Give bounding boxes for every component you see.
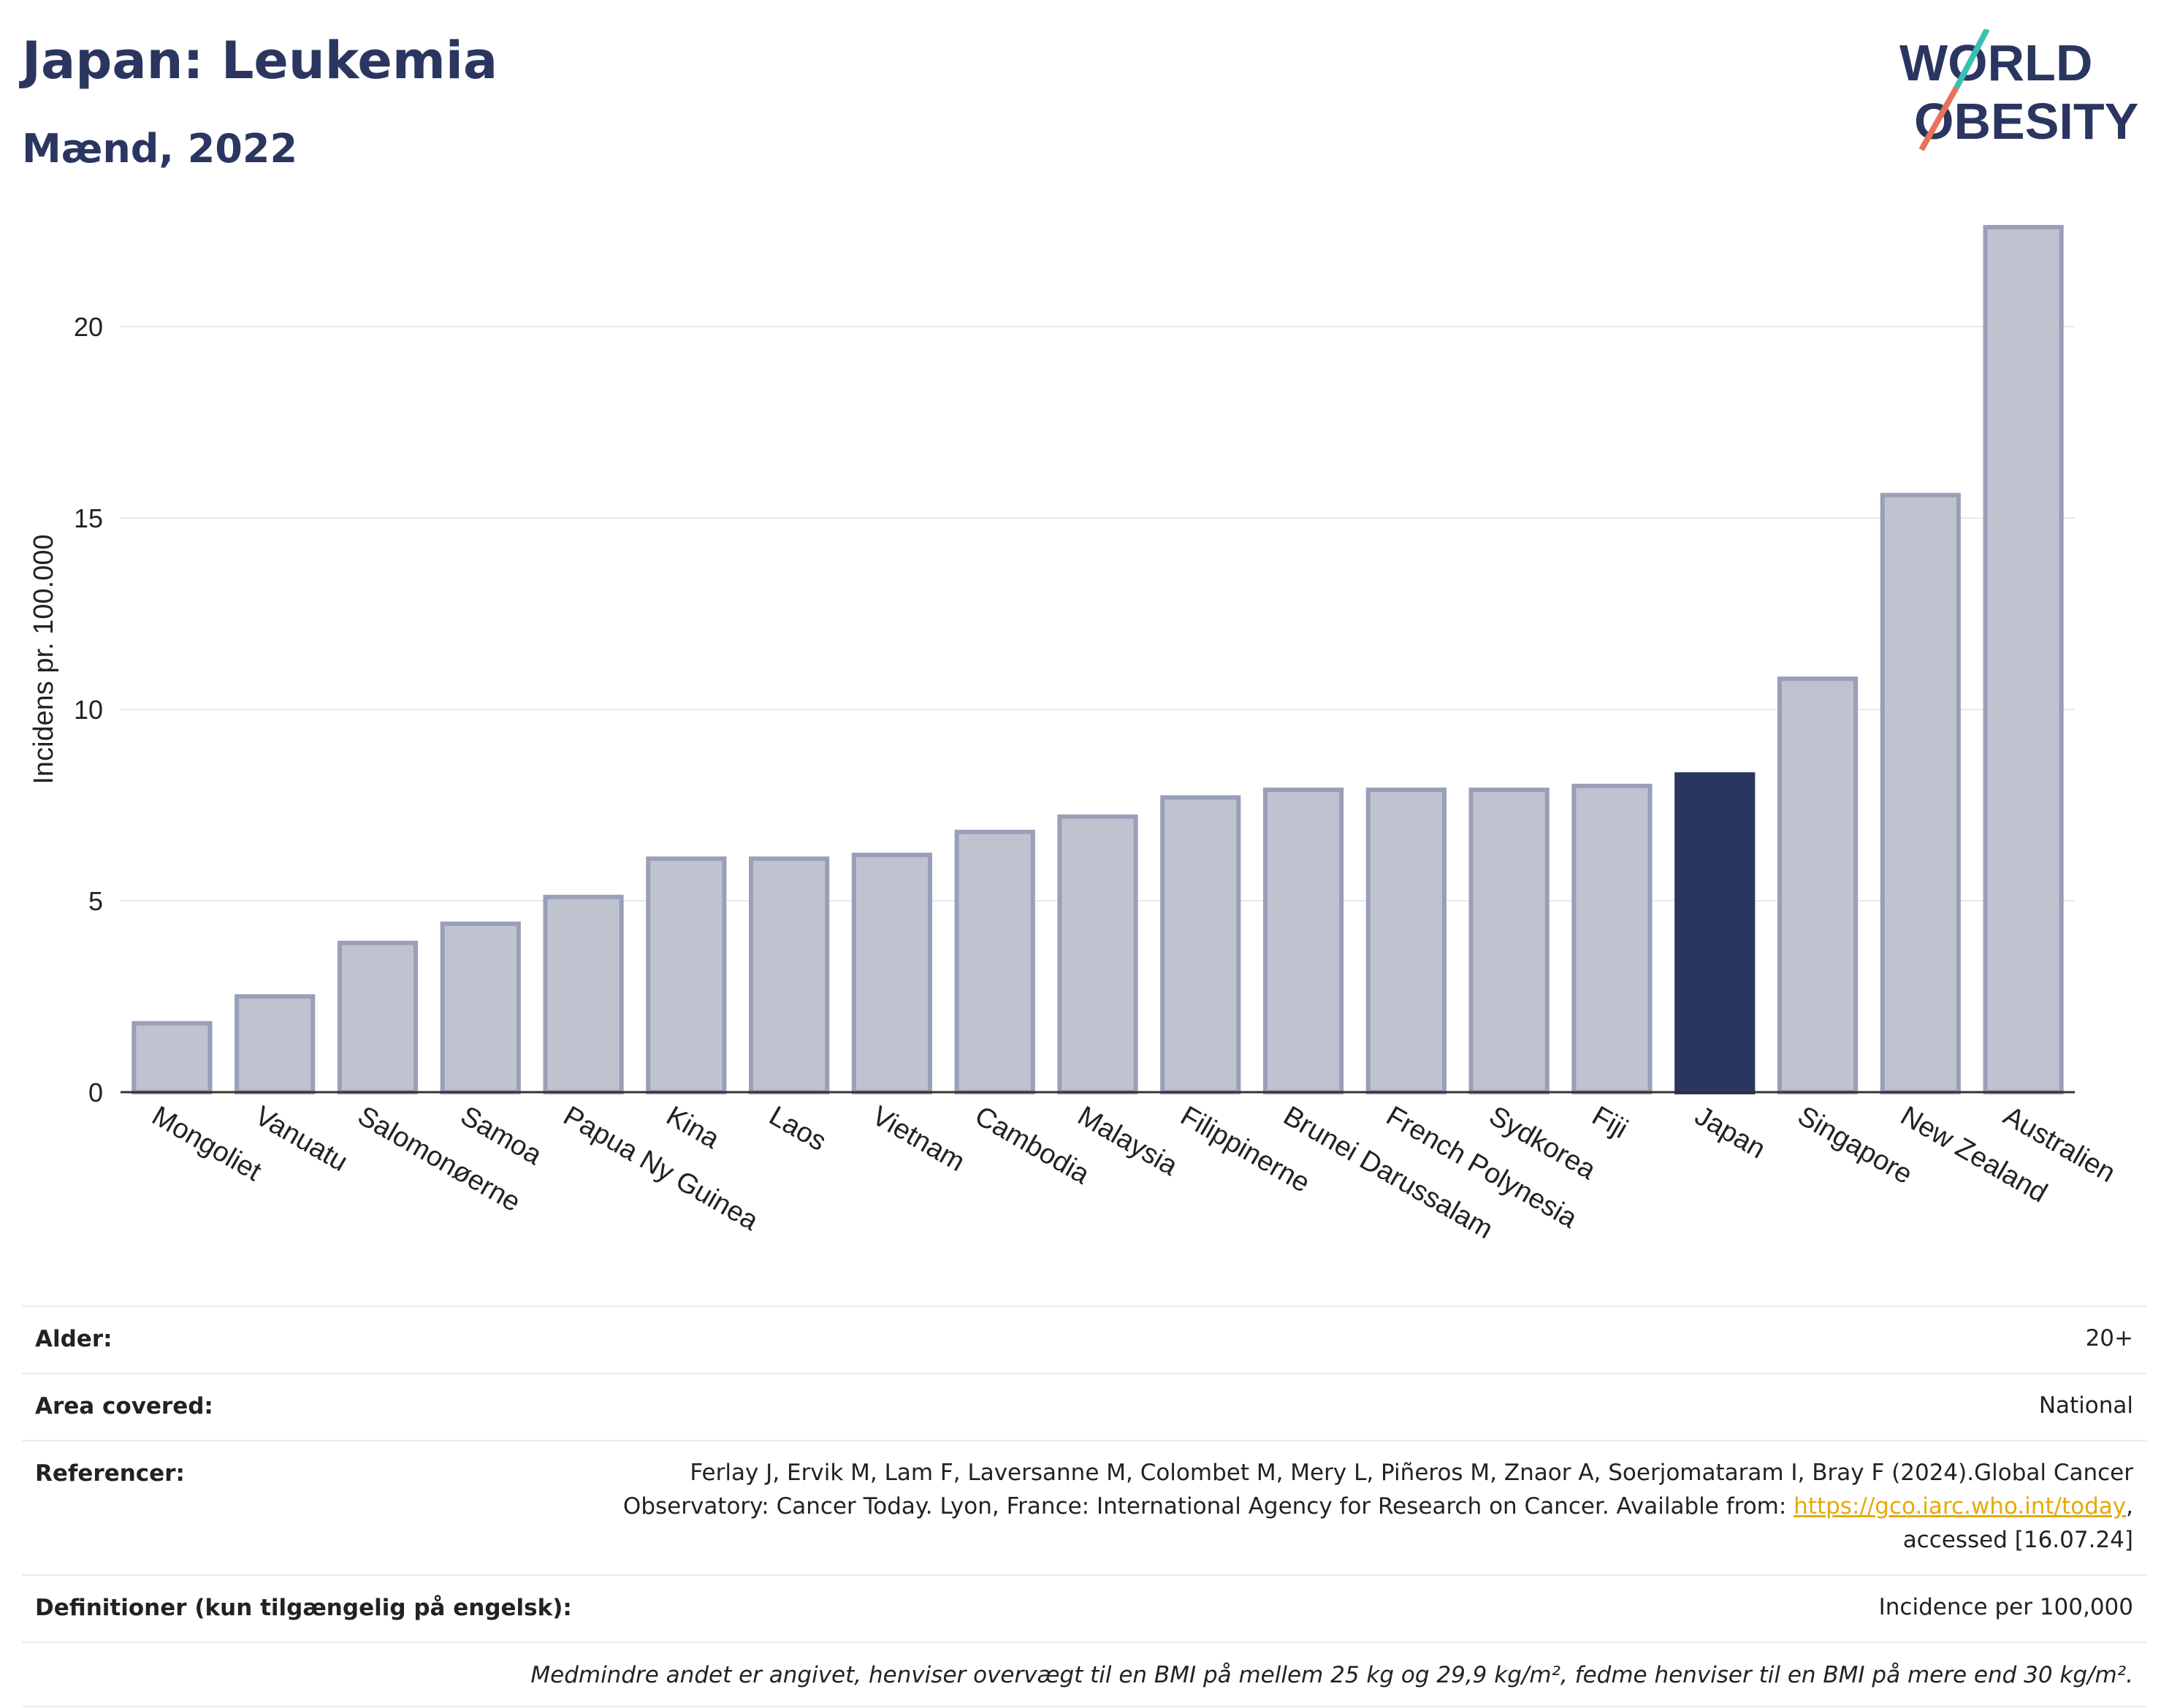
bar-cambodia[interactable] [954,829,1035,1094]
meta-row-area: Area covered: National [22,1373,2146,1440]
meta-label-definitions: Definitioner (kun tilgængelig på engelsk… [35,1595,572,1621]
reference-link[interactable]: https://gco.iarc.who.int/today [1794,1493,2127,1520]
meta-label-age: Alder: [35,1326,113,1352]
logo-slash-coral [1918,86,1959,151]
bar-mongoliet[interactable] [132,1021,213,1095]
y-tick-label: 5 [88,886,103,916]
y-tick-labels: 0 5 10 15 20 [74,312,103,1107]
meta-row-definitions: Definitioner (kun tilgængelig på engelsk… [22,1574,2146,1642]
bar-australien[interactable] [1983,224,2064,1094]
y-tick-label: 10 [74,695,103,725]
bar-singapore[interactable] [1777,676,1859,1094]
meta-value-references: Ferlay J, Ervik M, Lam F, Laversanne M, … [623,1456,2133,1557]
meta-note: Medmindre andet er angivet, henviser ove… [530,1662,2133,1688]
bar-laos[interactable] [749,856,830,1095]
x-tick-label: Cambodia [969,1100,1095,1190]
bar-new-zealand[interactable] [1880,492,1961,1094]
x-tick-label: Vietnam [866,1100,969,1178]
meta-label-area: Area covered: [35,1393,213,1419]
chart-title: Japan: Leukemia [22,31,498,91]
y-tick-label: 15 [74,503,103,533]
bar-sydkorea[interactable] [1468,788,1550,1094]
reference-comma: , [2126,1493,2133,1520]
x-tick-label: Singapore [1793,1100,1918,1190]
bar-vanuatu[interactable] [235,994,316,1094]
bar-japan[interactable] [1674,772,1756,1095]
reference-line-1: Ferlay J, Ervik M, Lam F, Laversanne M, … [690,1460,2133,1486]
metadata-table: Alder: 20+ Area covered: National Refere… [22,1305,2146,1707]
x-tick-label: Mongoliet [147,1100,267,1187]
y-tick-label: 0 [88,1078,103,1107]
logo-slash-teal [1954,29,1990,89]
reference-line-2: Observatory: Cancer Today. Lyon, France:… [622,1493,1794,1520]
logo-text-world: WORLD [1899,34,2092,91]
bar-samoa[interactable] [440,921,521,1095]
x-tick-label: Laos [764,1100,831,1157]
bar-french-polynesia[interactable] [1365,788,1447,1094]
bar-kina[interactable] [646,856,727,1095]
meta-value-definitions: Incidence per 100,000 [1878,1594,2133,1620]
world-obesity-logo: WORLD OBESITY [1899,29,2138,151]
meta-row-references: Referencer: Ferlay J, Ervik M, Lam F, La… [22,1440,2146,1574]
meta-row-age: Alder: 20+ [22,1305,2146,1373]
bar-layer [132,224,2064,1095]
meta-label-references: Referencer: [35,1460,185,1487]
bar-vietnam[interactable] [851,853,933,1095]
bar-fiji[interactable] [1571,783,1653,1094]
y-tick-label: 20 [74,312,103,342]
reference-line-3: accessed [16.07.24] [1902,1527,2133,1553]
x-tick-label: Papua Ny Guinea [558,1100,764,1237]
meta-row-note: Medmindre andet er angivet, henviser ove… [22,1642,2146,1707]
x-tick-label: Japan [1690,1100,1771,1164]
meta-value-age: 20+ [2085,1325,2133,1351]
bar-salomonøerne[interactable] [337,940,419,1095]
bar-brunei-darussalam[interactable] [1262,788,1344,1094]
x-tick-label: Vanuatu [250,1100,353,1178]
x-tick-label: Fiji [1587,1100,1633,1145]
y-axis-title: Incidens pr. 100.000 [28,534,59,784]
bar-papua-ny-guinea[interactable] [543,894,624,1094]
x-tick-label: Kina [661,1100,725,1155]
bar-malaysia[interactable] [1057,814,1138,1094]
chart-subtitle: Mænd, 2022 [22,126,298,172]
meta-value-area: National [2038,1392,2133,1419]
bar-filippinerne[interactable] [1160,795,1241,1094]
